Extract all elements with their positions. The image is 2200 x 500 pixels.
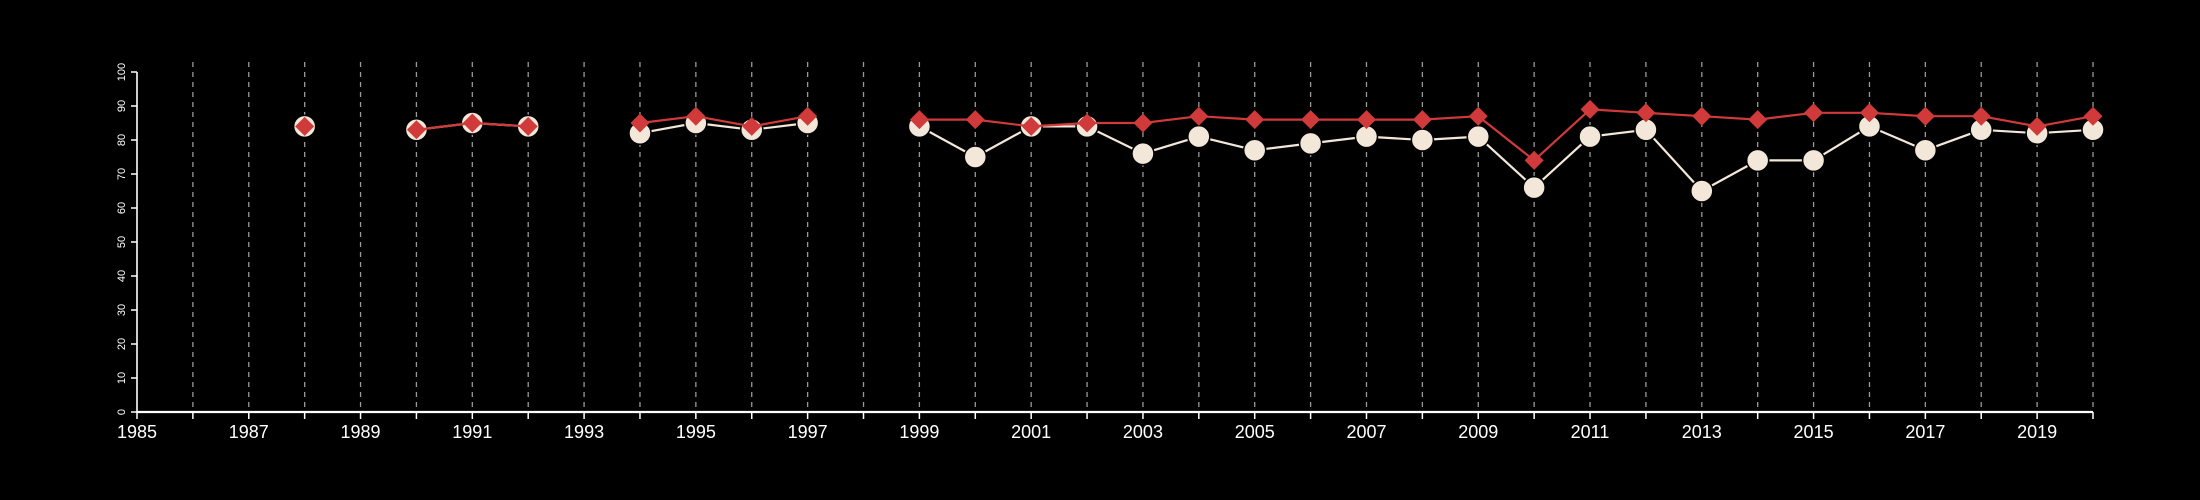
x-tick-label: 1991 [452, 422, 492, 442]
y-tick-label: 60 [116, 202, 128, 214]
x-tick-label: 2011 [1571, 422, 1610, 442]
series-diamond-point [1971, 106, 1991, 126]
series-diamond-line-segment [1701, 115, 1758, 121]
x-tick-label: 2009 [1458, 422, 1498, 442]
series-diamond-point [1077, 113, 1097, 133]
x-tick-label: 2017 [1905, 422, 1945, 442]
series-diamond-line-segment [1589, 108, 1646, 114]
series-diamond-point [630, 113, 650, 133]
x-tick-label: 2007 [1346, 422, 1386, 442]
series-diamond-line-segment [975, 118, 1032, 128]
series-diamond-point [1915, 106, 1935, 126]
series-diamond-point [1524, 150, 1544, 170]
series-circle-point [1187, 124, 1211, 149]
y-tick-label: 40 [116, 270, 128, 282]
series-diamond-line-segment [1645, 111, 1702, 118]
series-diamond-line-segment [416, 121, 473, 131]
x-tick-label: 1995 [676, 422, 716, 442]
series-diamond-point [1580, 99, 1600, 119]
series-diamond-line-segment [1198, 115, 1255, 121]
x-tick-label: 1989 [341, 422, 381, 442]
series-circle-point [1578, 124, 1602, 149]
series-circle-line-segment [1477, 135, 1535, 189]
x-tick-label: 1985 [117, 422, 157, 442]
y-tick-label: 100 [116, 63, 128, 81]
series-circle-point [1242, 138, 1267, 162]
series-diamond-point [1692, 106, 1712, 126]
series-diamond-point [1804, 103, 1824, 123]
series-diamond-point [518, 116, 538, 136]
series-diamond-line-segment [639, 115, 696, 125]
series-diamond-point [406, 120, 426, 140]
series-diamond-point [2027, 116, 2047, 136]
series-diamond-line-segment [1533, 108, 1591, 162]
series-circle-point [1410, 128, 1435, 152]
series-circle-point [1522, 175, 1546, 200]
series-diamond-line-segment [472, 121, 529, 128]
x-tick-label: 2003 [1123, 422, 1163, 442]
series-circle-point [1913, 138, 1938, 162]
series-diamond-point [798, 106, 818, 126]
y-tick-label: 90 [116, 100, 128, 112]
series-diamond-point [1133, 113, 1153, 133]
series-diamond-point [1412, 110, 1432, 130]
x-tick-label: 2019 [2017, 422, 2057, 442]
series-diamond-point [1245, 110, 1265, 130]
series-diamond-line-segment [751, 115, 808, 128]
series-diamond-line-segment [1869, 111, 1926, 118]
series-circle-point [1801, 148, 1826, 173]
series-diamond-point [742, 116, 762, 136]
series-diamond-line-segment [695, 115, 752, 128]
x-tick-label: 1993 [564, 422, 604, 442]
y-tick-label: 0 [116, 409, 128, 415]
y-tick-label: 70 [116, 168, 128, 180]
series-circle-point [1466, 124, 1491, 149]
y-tick-label: 20 [116, 338, 128, 350]
y-tick-label: 80 [116, 134, 128, 146]
series-diamond-point [965, 110, 985, 130]
series-circle-line-segment [1645, 129, 1703, 192]
y-tick-label: 10 [116, 372, 128, 384]
series-diamond-point [2083, 106, 2103, 126]
series-circle-point [1745, 148, 1770, 173]
x-tick-label: 2005 [1235, 422, 1275, 442]
series-diamond-point [1636, 103, 1656, 123]
series-circle-point [1131, 141, 1155, 166]
data-series [292, 99, 2105, 203]
x-tick-label: 1987 [229, 422, 269, 442]
series-diamond-line-segment [1981, 115, 2038, 128]
series-circle-point [1690, 179, 1714, 203]
series-diamond-line-segment [1422, 115, 1479, 121]
x-tick-label: 2013 [1682, 422, 1722, 442]
x-tick-label: 2001 [1011, 422, 1051, 442]
x-tick-label: 1999 [899, 422, 939, 442]
series-diamond-line-segment [2036, 115, 2094, 128]
x-tick-label: 1997 [788, 422, 828, 442]
series-diamond-line-segment [1142, 115, 1199, 125]
series-diamond-line-segment [1477, 115, 1535, 162]
grid-lines [192, 62, 2094, 412]
series-diamond-point [1021, 116, 1041, 136]
series-diamond-point [1301, 110, 1321, 130]
series-diamond-point [1356, 110, 1376, 130]
series-diamond-line-segment [1031, 121, 1088, 128]
axes: 0 10 20 30 40 50 60 70 80 90 100 1985 1987 1989 1991 19… [116, 63, 2094, 442]
series-circle-line-segment [1533, 135, 1591, 189]
series-diamond-point [1468, 106, 1488, 126]
series-diamond-point [295, 116, 315, 136]
series-diamond-point [909, 110, 929, 130]
series-diamond-point [462, 113, 482, 133]
series-diamond-point [686, 106, 706, 126]
series-diamond-line-segment [1757, 111, 1814, 121]
y-tick-label: 50 [116, 236, 128, 248]
series-circle-point [1298, 131, 1323, 156]
series-circle-point [963, 145, 988, 169]
series-diamond-point [1189, 106, 1209, 126]
series-diamond-point [1859, 103, 1879, 123]
y-tick-label: 30 [116, 304, 128, 316]
x-tick-label: 2015 [1794, 422, 1834, 442]
series-diamond-point [1748, 110, 1768, 130]
